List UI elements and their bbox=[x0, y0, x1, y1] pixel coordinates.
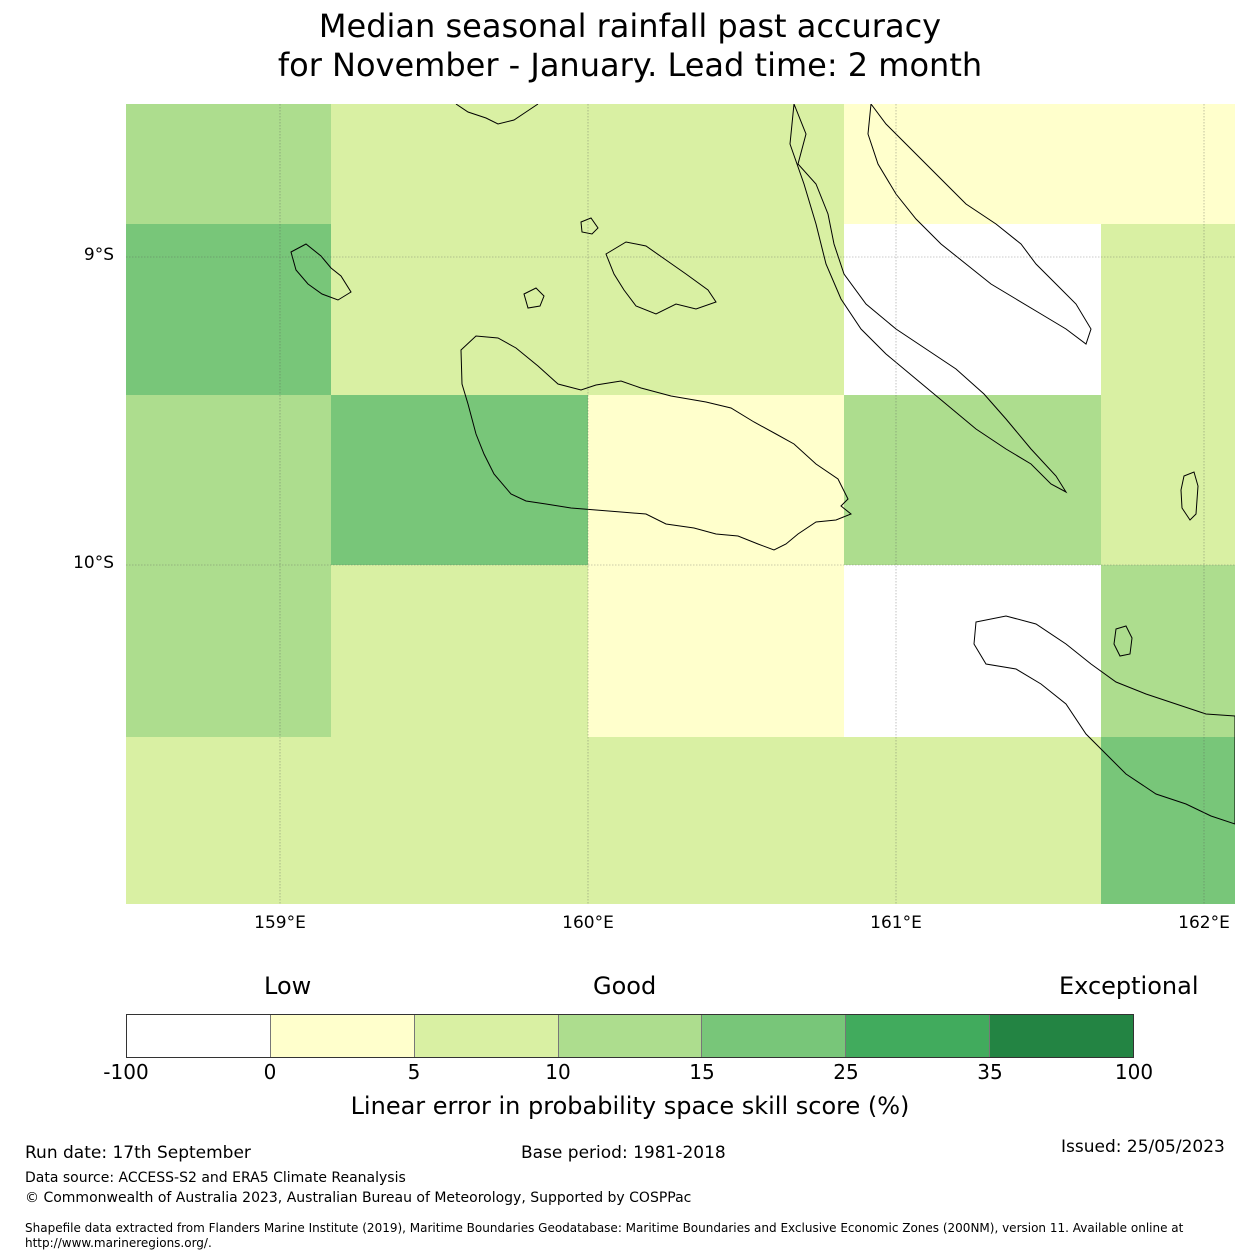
graticule bbox=[126, 104, 1235, 904]
skill-cell bbox=[844, 104, 1101, 224]
coastline-top-isle bbox=[455, 104, 539, 125]
base-period: Base period: 1981-2018 bbox=[521, 1143, 726, 1163]
legend-category-low: Low bbox=[264, 972, 312, 1000]
skill-cell bbox=[331, 224, 588, 395]
colorbar-segment bbox=[127, 1015, 271, 1057]
shapefile-credit-line2: http://www.marineregions.org/. bbox=[25, 1236, 212, 1250]
skill-cell bbox=[126, 395, 331, 565]
skill-cell bbox=[1101, 737, 1235, 904]
legend-category-exceptional: Exceptional bbox=[1059, 972, 1199, 1000]
skill-cell bbox=[1101, 395, 1235, 565]
lat-label-9s: 9°S bbox=[83, 245, 114, 265]
coastline-savo bbox=[523, 287, 545, 309]
shapefile-credit-line1: Shapefile data extracted from Flanders M… bbox=[25, 1221, 1184, 1235]
colorbar-segment bbox=[558, 1015, 703, 1057]
skill-cell bbox=[844, 224, 1101, 395]
lon-label-159e: 159°E bbox=[254, 913, 306, 933]
colorbar-tick: 0 bbox=[263, 1060, 277, 1084]
colorbar-tick: 5 bbox=[407, 1060, 421, 1084]
skill-grid bbox=[126, 104, 1235, 904]
colorbar-segment bbox=[702, 1015, 847, 1057]
coastline-ulawa bbox=[1113, 625, 1133, 657]
skill-cell bbox=[331, 737, 588, 904]
coastline-guadalcanal bbox=[460, 335, 852, 551]
coastline-ngella bbox=[580, 217, 599, 235]
colorbar-tick: 25 bbox=[833, 1060, 859, 1084]
colorbar-label: Linear error in probability space skill … bbox=[350, 1092, 910, 1120]
colorbar-segment bbox=[414, 1015, 559, 1057]
colorbar-tick: 100 bbox=[1114, 1060, 1154, 1084]
colorbar-segment bbox=[270, 1015, 415, 1057]
colorbar-tick: 15 bbox=[689, 1060, 715, 1084]
skill-cell bbox=[588, 565, 844, 737]
skill-cell bbox=[1101, 104, 1235, 224]
skill-cell bbox=[588, 104, 844, 224]
coastlines bbox=[290, 104, 1235, 825]
copyright: © Commonwealth of Australia 2023, Austra… bbox=[25, 1190, 692, 1206]
colorbar-segment bbox=[990, 1015, 1134, 1057]
coastline-makira bbox=[973, 615, 1235, 825]
skill-cell bbox=[126, 224, 331, 395]
map-title-line1: Median seasonal rainfall past accuracy bbox=[318, 7, 942, 45]
coastline-north-islands bbox=[867, 104, 1092, 345]
lat-label-10s: 10°S bbox=[73, 553, 114, 573]
colorbar-segment bbox=[846, 1015, 991, 1057]
colorbar-tick: 35 bbox=[977, 1060, 1003, 1084]
skill-cell bbox=[588, 737, 844, 904]
coastline-sikaiana bbox=[1180, 471, 1199, 521]
coastline-santa-isabel bbox=[789, 104, 1068, 494]
skill-cell bbox=[1101, 565, 1235, 737]
issued-date: Issued: 25/05/2023 bbox=[1061, 1137, 1225, 1157]
colorbar bbox=[126, 1014, 1134, 1058]
skill-cell bbox=[126, 104, 331, 224]
coastline-russell-islands bbox=[290, 243, 352, 301]
skill-cell bbox=[331, 395, 588, 565]
skill-cell bbox=[126, 565, 331, 737]
lon-label-161e: 161°E bbox=[870, 913, 922, 933]
colorbar-tick: -100 bbox=[103, 1060, 149, 1084]
coastline-florida-islands bbox=[605, 241, 717, 315]
skill-cell bbox=[331, 104, 588, 224]
skill-cell bbox=[844, 395, 1101, 565]
skill-cell bbox=[126, 737, 331, 904]
map-title-line2: for November - January. Lead time: 2 mon… bbox=[277, 46, 983, 84]
skill-cell bbox=[331, 565, 588, 737]
skill-map bbox=[126, 104, 1235, 904]
colorbar-tick: 10 bbox=[545, 1060, 571, 1084]
data-source: Data source: ACCESS-S2 and ERA5 Climate … bbox=[25, 1170, 406, 1186]
skill-cell bbox=[844, 737, 1101, 904]
run-date: Run date: 17th September bbox=[25, 1143, 251, 1163]
legend-category-good: Good bbox=[593, 972, 657, 1000]
skill-cell bbox=[1101, 224, 1235, 395]
skill-cell bbox=[588, 224, 844, 395]
skill-cell bbox=[844, 565, 1101, 737]
lon-label-160e: 160°E bbox=[562, 913, 614, 933]
lon-label-162e: 162°E bbox=[1178, 913, 1230, 933]
skill-cell bbox=[588, 395, 844, 565]
